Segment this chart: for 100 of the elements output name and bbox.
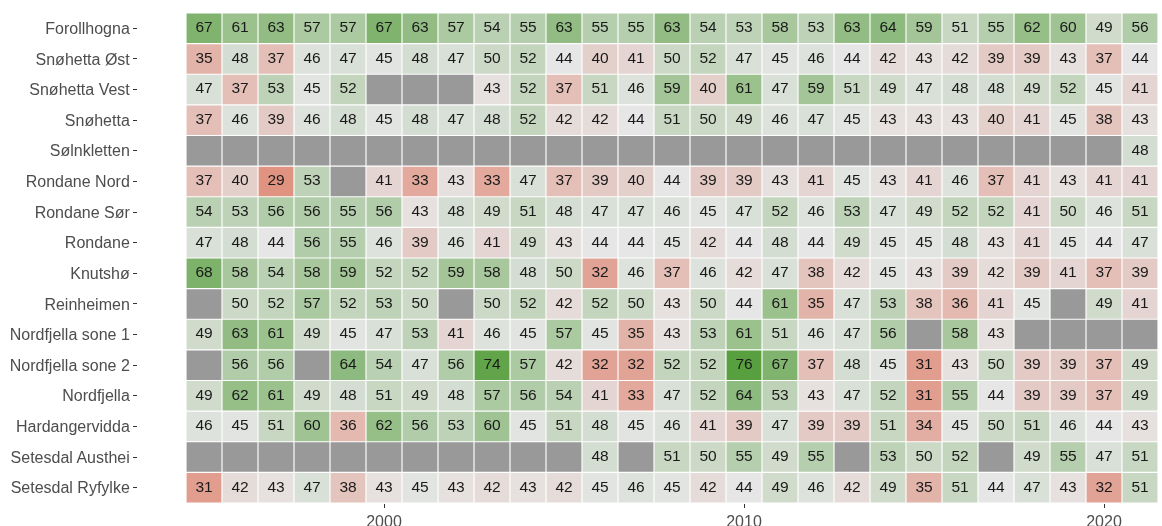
data-label: 53	[843, 201, 861, 219]
data-label: 37	[1095, 385, 1113, 403]
data-label: 43	[1131, 110, 1149, 128]
data-label: 41	[1023, 171, 1041, 189]
data-label: 36	[339, 416, 357, 434]
data-label: 48	[411, 110, 429, 128]
data-label: 61	[231, 18, 249, 36]
data-label: 33	[627, 385, 645, 403]
data-label: 41	[807, 171, 825, 189]
data-label: 55	[339, 232, 357, 250]
data-label: 56	[879, 324, 897, 342]
data-label: 42	[591, 110, 609, 128]
data-label: 47	[447, 110, 465, 128]
data-label: 64	[735, 385, 753, 403]
data-label: 40	[987, 110, 1005, 128]
data-label: 47	[771, 263, 789, 281]
data-label: 50	[915, 446, 933, 464]
data-label: 53	[879, 293, 897, 311]
data-label: 53	[447, 416, 465, 434]
data-label: 44	[627, 232, 645, 250]
data-label: 55	[951, 385, 969, 403]
data-label: 50	[663, 48, 681, 66]
data-label: 61	[735, 79, 753, 97]
data-label: 46	[807, 477, 825, 495]
data-label: 43	[771, 171, 789, 189]
data-label: 39	[267, 110, 285, 128]
data-label: 38	[807, 263, 825, 281]
data-label: 39	[1023, 263, 1041, 281]
data-label: 41	[1059, 263, 1077, 281]
data-label: 42	[699, 477, 717, 495]
data-label: 50	[483, 293, 501, 311]
data-label: 45	[843, 110, 861, 128]
data-label: 64	[339, 355, 357, 373]
data-label: 57	[483, 385, 501, 403]
data-label: 41	[627, 48, 645, 66]
data-label: 61	[267, 324, 285, 342]
y-tick-label: Snøhetta Øst	[35, 50, 131, 68]
data-label: 51	[771, 324, 789, 342]
data-label: 46	[627, 79, 645, 97]
y-tick-label: Rondane	[64, 234, 130, 252]
data-label: 38	[339, 477, 357, 495]
data-label: 51	[555, 416, 573, 434]
data-label: 45	[339, 324, 357, 342]
data-label: 51	[267, 416, 285, 434]
data-label: 37	[663, 263, 681, 281]
data-label: 41	[375, 171, 393, 189]
data-label: 56	[303, 201, 321, 219]
data-label: 39	[591, 171, 609, 189]
y-tick-label: Rondane Sør	[34, 203, 131, 221]
data-label: 37	[231, 79, 249, 97]
data-label: 44	[1095, 232, 1113, 250]
data-label: 51	[1023, 416, 1041, 434]
y-tick-label: Forollhogna	[45, 19, 130, 37]
data-label: 44	[807, 232, 825, 250]
data-label: 52	[591, 293, 609, 311]
data-label: 54	[375, 355, 393, 373]
data-label: 43	[1059, 48, 1077, 66]
data-label: 56	[1131, 18, 1149, 36]
y-tick-label: Hardangervidda	[15, 418, 130, 436]
y-tick-label: Setesdal Austhei	[10, 448, 130, 466]
data-label: 31	[195, 477, 213, 495]
data-label: 46	[1059, 416, 1077, 434]
data-label: 56	[303, 232, 321, 250]
data-label: 45	[951, 416, 969, 434]
y-tick-label: Rondane Nord	[25, 173, 130, 191]
data-label: 43	[447, 477, 465, 495]
y-tick-label: Nordfjella sone 2	[9, 356, 130, 374]
data-label: 40	[591, 48, 609, 66]
data-label: 37	[555, 79, 573, 97]
data-label: 41	[987, 293, 1005, 311]
data-label: 49	[735, 110, 753, 128]
data-label: 45	[879, 355, 897, 373]
data-label: 52	[951, 446, 969, 464]
data-label: 48	[771, 232, 789, 250]
data-label: 47	[591, 201, 609, 219]
data-label: 49	[1131, 355, 1149, 373]
data-label: 41	[1131, 293, 1149, 311]
data-label: 51	[1131, 446, 1149, 464]
data-label: 45	[519, 324, 537, 342]
y-tick-label: Reinheimen	[44, 295, 130, 313]
data-label: 53	[771, 385, 789, 403]
data-label: 49	[1131, 385, 1149, 403]
data-label: 47	[771, 79, 789, 97]
data-label: 45	[771, 48, 789, 66]
data-label: 49	[1023, 79, 1041, 97]
data-label: 43	[951, 355, 969, 373]
data-label: 45	[303, 79, 321, 97]
data-label: 56	[267, 201, 285, 219]
data-label: 48	[339, 385, 357, 403]
data-label: 42	[555, 477, 573, 495]
data-label: 48	[447, 201, 465, 219]
data-label: 45	[1059, 110, 1077, 128]
data-label: 59	[447, 263, 465, 281]
data-label: 47	[735, 48, 753, 66]
data-label: 54	[267, 263, 285, 281]
data-label: 46	[627, 477, 645, 495]
data-label: 37	[1095, 48, 1113, 66]
data-label: 34	[915, 416, 933, 434]
data-label: 47	[663, 385, 681, 403]
data-label: 45	[1059, 232, 1077, 250]
